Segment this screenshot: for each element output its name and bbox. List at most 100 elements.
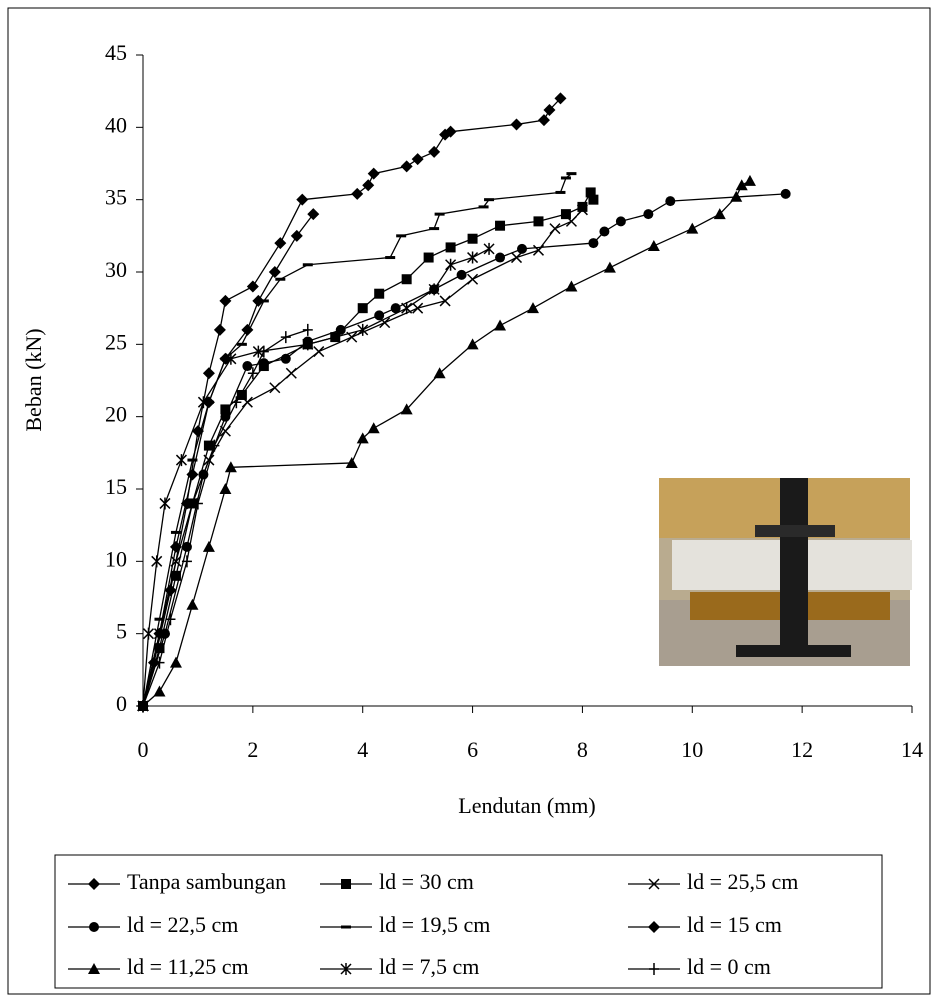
- legend: [54, 854, 883, 989]
- marker: [434, 212, 445, 216]
- marker: [192, 497, 203, 510]
- marker: [209, 439, 220, 452]
- marker: [780, 188, 791, 199]
- marker: [647, 239, 660, 251]
- marker: [735, 179, 748, 191]
- marker: [588, 194, 599, 205]
- marker: [302, 338, 314, 351]
- x-tick-label: 4: [357, 737, 368, 762]
- marker: [730, 190, 743, 202]
- marker: [428, 145, 441, 158]
- marker: [537, 114, 550, 127]
- legend-label: Tanpa sambungan: [127, 869, 286, 894]
- marker: [213, 323, 226, 336]
- x-tick-label: 8: [577, 737, 588, 762]
- y-tick-label: 20: [105, 402, 127, 427]
- x-tick-label: 0: [138, 737, 149, 762]
- marker: [169, 540, 182, 553]
- marker: [252, 294, 265, 307]
- marker: [225, 352, 237, 365]
- marker: [219, 425, 231, 437]
- marker: [197, 396, 209, 409]
- marker: [467, 233, 478, 244]
- marker: [585, 187, 596, 198]
- marker: [565, 280, 578, 292]
- y-tick-label: 40: [105, 112, 127, 137]
- y-tick-label: 45: [105, 40, 127, 65]
- marker: [517, 243, 528, 254]
- marker: [467, 273, 479, 285]
- marker: [429, 227, 440, 231]
- marker: [494, 319, 507, 331]
- marker: [165, 613, 176, 626]
- legend-label: ld = 19,5 cm: [379, 912, 490, 937]
- marker: [335, 324, 346, 335]
- marker: [224, 461, 237, 473]
- legend-label: ld = 11,25 cm: [127, 954, 249, 979]
- marker: [236, 389, 247, 400]
- marker: [411, 153, 424, 166]
- marker: [154, 656, 165, 669]
- legend-marker: [341, 925, 351, 929]
- legend-label: ld = 7,5 cm: [379, 954, 479, 979]
- marker: [565, 215, 577, 227]
- marker: [356, 432, 369, 444]
- marker: [510, 252, 523, 264]
- marker: [466, 338, 479, 350]
- marker: [367, 167, 380, 180]
- marker: [588, 238, 599, 249]
- marker: [296, 193, 309, 206]
- legend-marker: [88, 878, 100, 890]
- marker: [566, 172, 577, 176]
- marker: [456, 269, 467, 280]
- marker: [643, 209, 654, 220]
- marker: [423, 252, 434, 263]
- marker: [400, 160, 413, 173]
- marker: [743, 174, 756, 186]
- legend-label: ld = 15 cm: [687, 912, 782, 937]
- marker: [560, 176, 571, 180]
- marker: [274, 237, 287, 250]
- x-tick-label: 12: [791, 737, 813, 762]
- legend-marker: [341, 879, 351, 889]
- marker: [159, 497, 171, 510]
- y-tick-label: 25: [105, 329, 127, 354]
- marker: [268, 266, 281, 278]
- marker: [280, 331, 291, 344]
- x-tick-label: 10: [681, 737, 703, 762]
- marker: [444, 125, 457, 138]
- legend-marker: [649, 963, 659, 975]
- marker: [169, 656, 182, 668]
- marker: [202, 367, 215, 380]
- marker: [170, 530, 181, 534]
- marker: [374, 288, 385, 299]
- marker: [302, 263, 313, 267]
- marker: [302, 323, 313, 336]
- y-axis-label: Beban (kN): [21, 328, 46, 431]
- marker: [555, 190, 566, 194]
- marker: [603, 261, 616, 273]
- marker: [439, 295, 451, 307]
- marker: [433, 367, 446, 379]
- x-tick-label: 2: [247, 737, 258, 762]
- marker: [577, 201, 588, 212]
- marker: [713, 208, 726, 220]
- marker: [181, 555, 192, 568]
- y-tick-label: 35: [105, 185, 127, 210]
- marker: [345, 456, 358, 468]
- marker: [220, 404, 231, 415]
- marker: [357, 323, 369, 336]
- marker: [219, 294, 232, 307]
- marker: [258, 358, 269, 369]
- marker: [242, 361, 253, 372]
- marker: [495, 252, 506, 263]
- marker: [202, 540, 215, 552]
- marker: [290, 229, 303, 242]
- y-tick-label: 30: [105, 257, 127, 282]
- marker: [615, 216, 626, 227]
- marker: [428, 283, 440, 296]
- legend-marker: [340, 963, 352, 975]
- marker: [187, 458, 198, 462]
- marker: [241, 396, 253, 408]
